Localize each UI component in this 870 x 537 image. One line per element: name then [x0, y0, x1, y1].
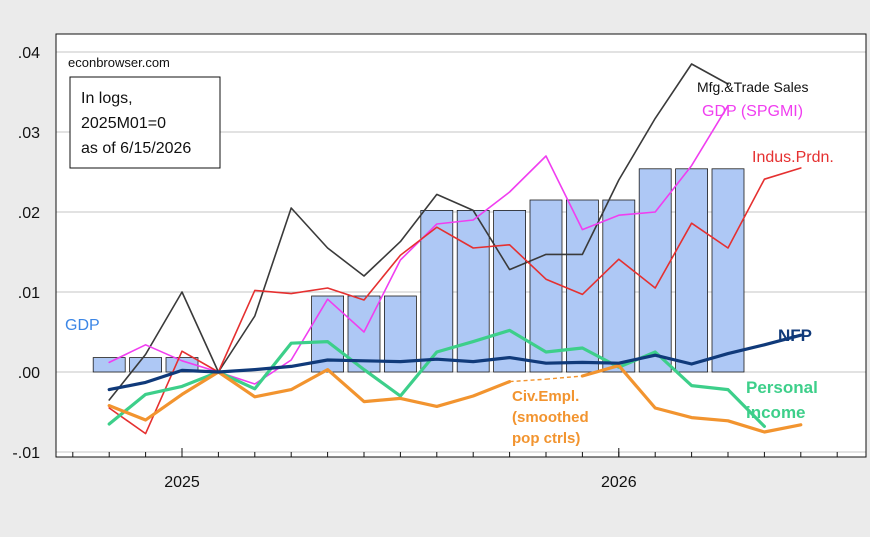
gdp-bar — [675, 168, 708, 373]
series-line-mfg-trade-sales — [108, 63, 729, 401]
y-tick-label: .02 — [18, 205, 40, 222]
gdp-bar — [456, 209, 490, 373]
series-line-civ-empl-dashed — [509, 378, 547, 383]
y-tick-label: .01 — [18, 285, 40, 302]
series-line-civ-empl — [580, 364, 803, 434]
label-personal-income-2: income — [746, 403, 806, 422]
label-civ-empl-1: Civ.Empl. — [512, 388, 579, 405]
gdp-bars — [92, 168, 745, 373]
y-tick-label: -.01 — [12, 445, 40, 462]
gdp-bar — [92, 357, 126, 373]
y-tick-label: .00 — [18, 365, 40, 382]
series-line-civ-empl-dashed — [545, 375, 583, 380]
x-tick-label: 2026 — [601, 474, 637, 491]
series-lines — [107, 63, 803, 435]
label-gdp: GDP — [65, 317, 100, 334]
axes: .04 .03 .02 .01 .00 -.01 2025 2026 — [12, 33, 867, 491]
label-gdp-spgmi: GDP (SPGMI) — [702, 103, 803, 120]
label-nfp: NFP — [778, 326, 812, 345]
series-line-indus-prdn — [108, 167, 802, 435]
watermark: econbrowser.com — [68, 55, 170, 70]
gdp-bar — [602, 199, 636, 373]
label-mfg-trade-sales: Mfg.&Trade Sales — [697, 79, 809, 95]
x-tick-label: 2025 — [164, 474, 200, 491]
series-line-civ-empl — [107, 368, 512, 422]
gdp-bar — [129, 357, 163, 373]
gdp-bar — [638, 168, 672, 373]
label-personal-income-1: Personal — [746, 378, 818, 397]
note-line-3: as of 6/15/2026 — [81, 140, 191, 157]
label-civ-empl-2: (smoothed — [512, 409, 589, 426]
note-line-2: 2025M01=0 — [81, 115, 166, 132]
note-box — [69, 76, 221, 169]
label-indus-prdn: Indus.Prdn. — [752, 149, 834, 166]
y-tick-label: .03 — [18, 125, 40, 142]
note-line-1: In logs, — [81, 90, 133, 107]
gdp-bar — [493, 209, 527, 373]
label-civ-empl-3: pop ctrls) — [512, 430, 580, 447]
axis-frame — [55, 33, 867, 458]
series-line-nfp — [107, 333, 803, 392]
gdp-bar — [711, 168, 745, 373]
gdp-bar — [420, 209, 454, 373]
y-tick-label: .04 — [18, 45, 40, 62]
